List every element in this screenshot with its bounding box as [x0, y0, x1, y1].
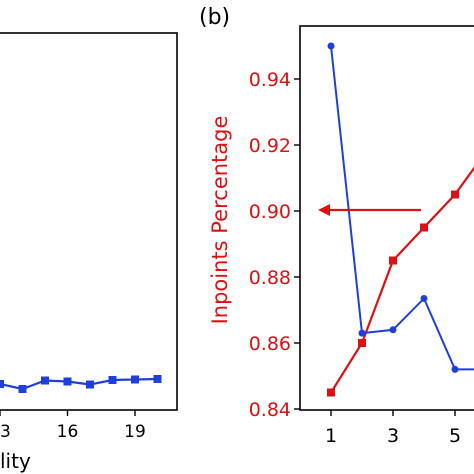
panel-b-red-series-markers [327, 190, 459, 397]
panel-b-y-tick-label: 0.84 [249, 399, 291, 421]
panel-b-red-data-point [389, 256, 397, 265]
panel-b-x-ticks: 1 3 5 [325, 410, 461, 447]
panel-b-x-tick-label: 3 [387, 425, 399, 447]
panel-a: 13 16 19 lity [0, 32, 178, 473]
panel-b-y-ticks: 0.84 0.86 0.88 0.90 0.92 0.94 [249, 69, 300, 421]
panel-a-x-ticks: 13 16 19 [0, 410, 146, 442]
panel-b-frame [299, 25, 474, 411]
panel-a-series-markers [0, 375, 162, 393]
panel-b-ylabel: Inpoints Percentage [208, 116, 232, 325]
panel-b-y-tick-label: 0.90 [249, 201, 291, 223]
panel-b-y-tick-label: 0.94 [249, 69, 291, 91]
panel-b-blue-data-point [420, 294, 428, 302]
panel-b-y-tick-label: 0.92 [249, 135, 291, 157]
panel-a-data-point [41, 376, 49, 385]
panel-b-red-data-point [420, 223, 428, 232]
panel-b-left-arrow [318, 204, 421, 216]
panel-b-blue-data-point [451, 365, 459, 373]
panel-b-red-data-point [451, 190, 459, 199]
panel-b-red-series-line [330, 166, 474, 394]
panel-a-x-tick-label: 13 [0, 422, 11, 442]
panel-b-blue-data-point [327, 42, 335, 50]
panel-a-data-point [153, 375, 162, 383]
panel-a-data-point [0, 380, 4, 388]
panel-b-red-data-point [327, 388, 335, 397]
panel-b-blue-data-point [389, 326, 397, 334]
panel-b-x-tick-label: 1 [325, 425, 337, 447]
panel-a-x-tick-label: 16 [57, 422, 79, 442]
panel-a-data-point [63, 377, 72, 386]
panel-b-blue-data-point [358, 329, 366, 337]
panel-b-blue-series-line [330, 45, 474, 371]
panel-a-x-tick-label: 19 [124, 422, 146, 442]
panel-a-data-point [108, 376, 117, 384]
panel-a-frame [0, 32, 178, 411]
panel-a-data-point [18, 385, 27, 393]
panel-b: (b) Inpoints Percentage 0.84 0.86 0.88 0.90… [199, 5, 474, 447]
panel-a-data-point [86, 380, 94, 389]
panel-a-data-point [131, 375, 139, 384]
panel-b-y-tick-label: 0.86 [249, 333, 291, 355]
panel-b-red-data-point [358, 339, 366, 347]
panel-b-blue-series-markers [327, 42, 459, 373]
panel-b-y-tick-label: 0.88 [249, 267, 291, 289]
panel-b-x-tick-label: 5 [449, 425, 461, 447]
panel-a-xlabel: lity [0, 449, 31, 473]
panel-b-label: (b) [199, 5, 230, 30]
